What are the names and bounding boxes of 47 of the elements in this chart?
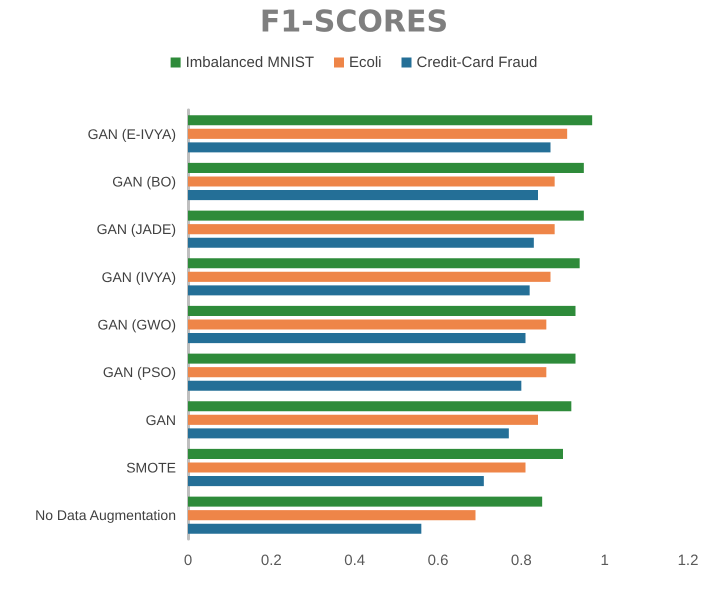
bar	[188, 448, 563, 459]
bar	[188, 414, 538, 425]
x-tick-label: 0.4	[344, 552, 366, 569]
bar	[188, 510, 476, 520]
bar	[188, 285, 530, 296]
bar	[188, 176, 555, 187]
x-tick-label: 0.2	[260, 552, 282, 569]
y-tick-label: SMOTE	[126, 460, 176, 476]
y-tick-label: GAN (E-IVYA)	[88, 126, 176, 142]
x-tick-label: 0.6	[428, 552, 448, 569]
bar	[188, 524, 422, 534]
bar	[188, 428, 509, 438]
bar	[188, 367, 546, 378]
x-tick-label: 0.8	[510, 552, 532, 569]
bar	[188, 238, 534, 248]
bar	[188, 354, 576, 364]
y-tick-label: GAN (BO)	[112, 174, 176, 190]
y-tick-label: No Data Augmentation	[35, 507, 176, 524]
x-tick-label: 0	[184, 552, 192, 569]
bar	[188, 380, 522, 391]
bar	[188, 210, 584, 221]
bar	[188, 190, 538, 200]
bar	[188, 258, 580, 268]
legend-label: Imbalanced MNIST	[186, 54, 314, 71]
bar	[188, 319, 546, 330]
y-tick-label: GAN	[146, 412, 176, 428]
bar	[188, 142, 550, 152]
bar	[188, 115, 592, 126]
legend-label: Credit-Card Fraud	[416, 54, 538, 71]
bar	[188, 162, 584, 173]
bar	[188, 401, 572, 412]
bar	[188, 462, 526, 473]
bar	[188, 496, 542, 507]
x-tick-label: 1.2	[678, 552, 698, 569]
bar	[188, 272, 550, 282]
bar	[188, 306, 576, 316]
y-tick-label: GAN (PSO)	[102, 364, 176, 380]
x-tick-label: 1	[600, 552, 609, 569]
bar	[188, 333, 526, 344]
bar	[188, 224, 555, 234]
y-tick-label: GAN (GWO)	[97, 316, 176, 332]
bar	[188, 476, 484, 486]
chart-title: F1-SCORES	[260, 4, 448, 40]
bar	[188, 128, 568, 139]
y-tick-label: GAN (JADE)	[96, 221, 176, 238]
legend-label: Ecoli	[349, 54, 382, 71]
y-tick-label: GAN (IVYA)	[102, 268, 176, 285]
